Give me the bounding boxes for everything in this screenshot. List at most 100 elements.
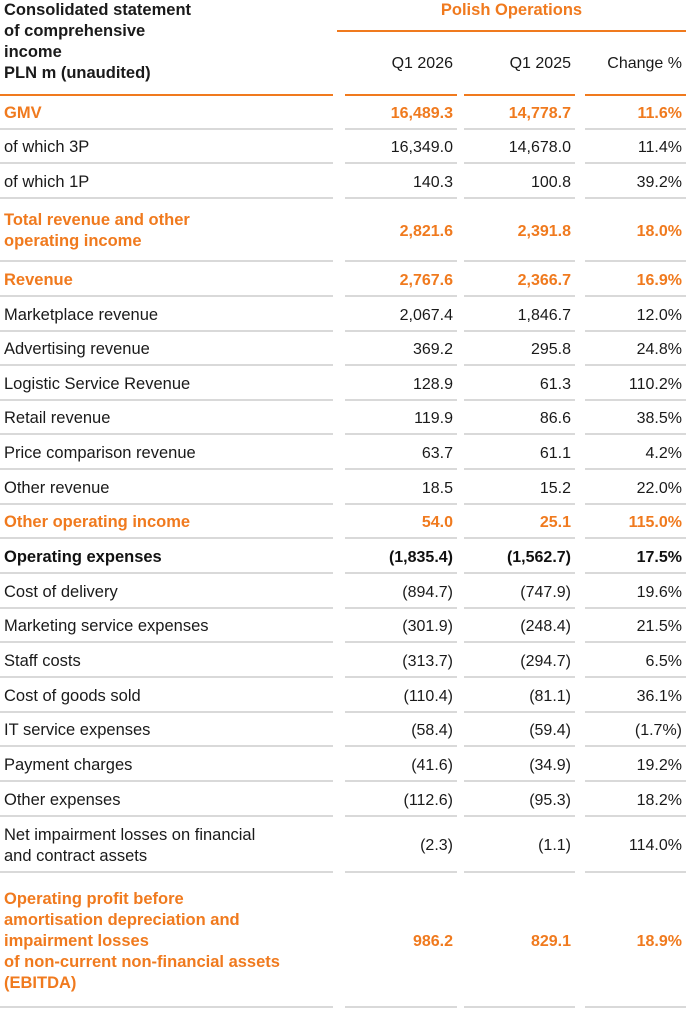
value-change: 38.5%: [636, 409, 682, 427]
row-label-line: of which 3P: [4, 137, 90, 156]
row-separator: [585, 815, 686, 817]
value-change: 18.2%: [636, 791, 682, 809]
table-row: Operating profit before amortisation depr…: [0, 874, 686, 1008]
value-q1-2026: 369.2: [412, 340, 453, 358]
row-separator: [345, 399, 457, 401]
row-label: Cost of delivery: [4, 582, 118, 603]
row-label: of which 1P: [4, 172, 89, 193]
value-change: 18.0%: [636, 222, 682, 240]
row-separator: [585, 364, 686, 366]
row-label-line: Revenue: [4, 270, 73, 289]
value-q1-2026: (313.7): [402, 652, 453, 670]
value-q1-2025: 61.1: [539, 444, 571, 462]
row-label: Marketing service expenses: [4, 616, 209, 637]
value-q1-2025: 86.6: [539, 409, 571, 427]
table-row: Total revenue and other operating income 2…: [0, 200, 686, 262]
table-row: GMV 16,489.3 14,778.7 11.6%: [0, 96, 686, 130]
row-label-line: Operating expenses: [4, 547, 162, 566]
row-label-line: Staff costs: [4, 651, 81, 670]
value-q1-2025: 14,678.0: [508, 138, 571, 156]
row-separator: [464, 330, 575, 332]
value-q1-2026: (1,835.4): [388, 548, 453, 566]
value-q1-2025: 15.2: [539, 479, 571, 497]
row-separator: [464, 162, 575, 164]
row-separator: [464, 641, 575, 643]
row-separator: [585, 260, 686, 262]
row-label-line: operating income: [4, 232, 142, 250]
table-row: Cost of delivery (894.7) (747.9) 19.6%: [0, 575, 686, 609]
table-row: Net impairment losses on financial and co…: [0, 818, 686, 873]
header-rule-label: [0, 94, 333, 96]
value-q1-2026: (41.6): [411, 756, 453, 774]
row-separator: [585, 537, 686, 539]
row-separator: [0, 330, 333, 332]
row-label: of which 3P: [4, 137, 89, 158]
row-label-line: Retail revenue: [4, 408, 111, 427]
value-q1-2025: 829.1: [530, 932, 571, 950]
value-q1-2026: 119.9: [414, 409, 453, 427]
title-line: PLN m (unaudited): [4, 64, 151, 82]
row-separator: [585, 745, 686, 747]
row-label-line: Other revenue: [4, 478, 110, 497]
value-change: 110.2%: [628, 375, 682, 393]
header-rule-col1: [345, 94, 457, 96]
value-change: 12.0%: [636, 306, 682, 324]
row-separator: [0, 745, 333, 747]
row-separator: [0, 871, 333, 873]
value-q1-2025: (95.3): [529, 791, 571, 809]
row-separator: [464, 572, 575, 574]
row-separator: [585, 780, 686, 782]
row-label: Logistic Service Revenue: [4, 374, 190, 395]
title-line: Consolidated statement: [4, 1, 192, 19]
table-row: Marketing service expenses (301.9) (248.4)…: [0, 609, 686, 643]
value-change: 115.0%: [628, 513, 682, 531]
row-label-line: Cost of goods sold: [4, 686, 141, 705]
value-change: 16.9%: [636, 271, 682, 289]
row-separator: [464, 399, 575, 401]
value-change: 19.2%: [636, 756, 682, 774]
row-separator: [585, 572, 686, 574]
table-row: Other expenses (112.6) (95.3) 18.2%: [0, 783, 686, 817]
value-change: 17.5%: [636, 548, 682, 566]
value-q1-2026: (112.6): [403, 791, 453, 809]
table-row: Other revenue 18.5 15.2 22.0%: [0, 471, 686, 505]
row-label: Retail revenue: [4, 408, 110, 429]
row-label: Other expenses: [4, 790, 120, 811]
value-q1-2025: 1,846.7: [517, 306, 571, 324]
row-separator: [345, 128, 457, 130]
row-separator: [585, 676, 686, 678]
row-separator: [585, 128, 686, 130]
row-label-line: and contract assets: [4, 846, 148, 865]
value-q1-2026: 18.5: [421, 479, 453, 497]
value-q1-2025: (1.1): [538, 837, 571, 854]
row-label-line: impairment losses: [4, 931, 149, 950]
value-q1-2025: (747.9): [520, 583, 571, 601]
value-q1-2026: (301.9): [402, 617, 453, 635]
row-label-line: Price comparison revenue: [4, 443, 196, 462]
table-row: of which 1P 140.3 100.8 39.2%: [0, 165, 686, 199]
value-q1-2025: (81.1): [529, 687, 571, 705]
row-separator: [0, 676, 333, 678]
row-separator: [0, 815, 333, 817]
row-separator: [0, 433, 333, 435]
value-q1-2026: 2,067.4: [399, 306, 453, 324]
column-header-q1-2025: Q1 2025: [509, 55, 571, 72]
row-label: Operating expenses: [4, 547, 162, 568]
row-separator: [585, 1006, 686, 1008]
table-row: Revenue 2,767.6 2,366.7 16.9%: [0, 263, 686, 297]
row-label: Total revenue and other operating income: [4, 210, 190, 252]
value-q1-2025: (34.9): [529, 756, 571, 774]
row-separator: [585, 711, 686, 713]
row-separator: [345, 641, 457, 643]
row-separator: [585, 197, 686, 199]
value-change: 114.0%: [628, 837, 682, 854]
row-separator: [464, 815, 575, 817]
row-label-line: Other operating income: [4, 512, 191, 531]
row-label: IT service expenses: [4, 720, 150, 741]
row-separator: [585, 503, 686, 505]
row-separator: [0, 711, 333, 713]
value-change: 39.2%: [636, 173, 682, 191]
row-label-line: IT service expenses: [4, 720, 151, 739]
row-label-line: Logistic Service Revenue: [4, 374, 191, 393]
value-q1-2026: (58.4): [411, 721, 453, 739]
